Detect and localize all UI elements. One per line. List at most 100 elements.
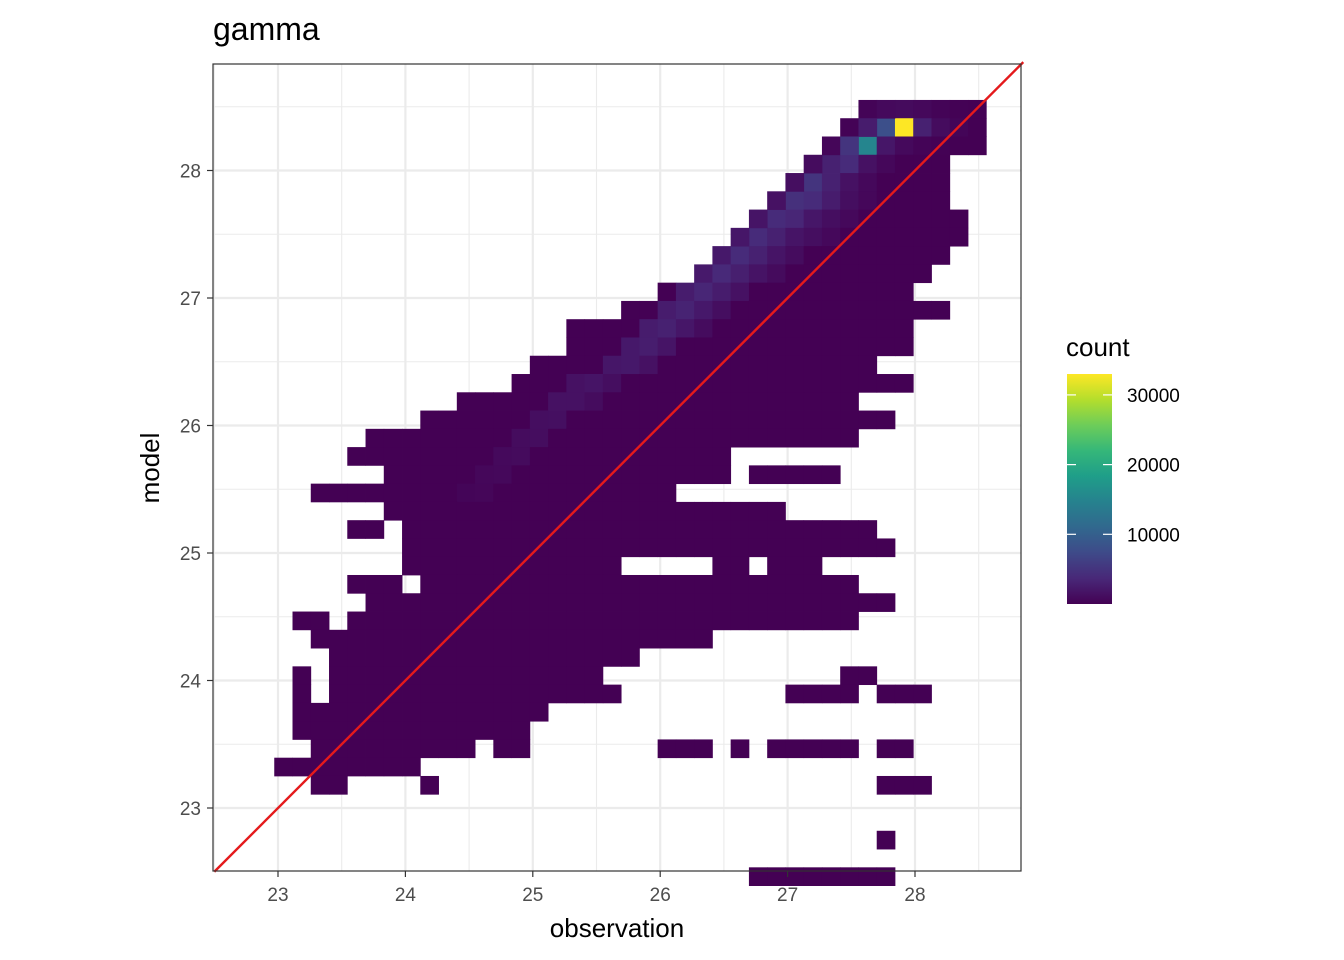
- heatmap-tile: [821, 227, 841, 247]
- heatmap-tile: [858, 319, 878, 338]
- heatmap-tile: [730, 374, 750, 393]
- heatmap-tile: [730, 520, 750, 539]
- heatmap-tile: [694, 447, 713, 466]
- heatmap-tile: [748, 374, 768, 393]
- heatmap-tile: [365, 739, 385, 759]
- heatmap-tile: [767, 465, 786, 485]
- heatmap-tile: [621, 355, 640, 375]
- heatmap-tile: [493, 465, 512, 485]
- heatmap-tile: [475, 629, 494, 649]
- heatmap-tile: [621, 374, 640, 393]
- heatmap-tile: [840, 684, 859, 704]
- heatmap-tile: [548, 465, 567, 485]
- heatmap-tile: [639, 355, 659, 375]
- heatmap-tile: [694, 355, 713, 375]
- heatmap-tile: [529, 428, 549, 448]
- heatmap-tile: [292, 611, 312, 631]
- heatmap-tile: [475, 666, 494, 686]
- heatmap-tile: [438, 739, 458, 759]
- heatmap-tile: [329, 684, 348, 704]
- heatmap-tile: [730, 574, 750, 594]
- heatmap-tile: [748, 465, 768, 485]
- heatmap-tile: [584, 574, 604, 594]
- heatmap-tile: [785, 191, 805, 210]
- heatmap-tile: [438, 447, 458, 466]
- legend-colorbar: [1067, 374, 1112, 604]
- heatmap-tile: [894, 300, 914, 320]
- heatmap-tile: [475, 483, 494, 503]
- heatmap-tile: [529, 447, 549, 466]
- heatmap-tile: [858, 227, 878, 247]
- heatmap-tile: [420, 465, 439, 485]
- heatmap-tile: [712, 264, 732, 284]
- heatmap-tile: [931, 154, 951, 174]
- heatmap-tile: [876, 775, 896, 795]
- heatmap-tile: [511, 702, 531, 722]
- heatmap-tile: [493, 629, 512, 649]
- heatmap-tile: [821, 264, 841, 284]
- heatmap-tile: [767, 227, 786, 247]
- heatmap-tile: [894, 209, 914, 229]
- heatmap-tile: [785, 684, 805, 704]
- heatmap-tile: [420, 538, 439, 558]
- heatmap-tile: [767, 374, 786, 393]
- heatmap-tile: [602, 447, 622, 466]
- heatmap-tile: [402, 648, 421, 667]
- x-tick-label: 26: [650, 885, 671, 906]
- heatmap-tile: [438, 666, 458, 686]
- heatmap-tile: [767, 191, 786, 210]
- heatmap-tile: [767, 209, 786, 229]
- heatmap-tile: [511, 574, 531, 594]
- heatmap-tile: [438, 410, 458, 430]
- panel-border: [212, 63, 1022, 872]
- heatmap-tile: [548, 556, 567, 576]
- heatmap-tile: [493, 556, 512, 576]
- heatmap-tile: [858, 538, 878, 558]
- heatmap-tile: [529, 684, 549, 704]
- heatmap-tile: [584, 337, 604, 357]
- legend-tick-label: 10000: [1127, 525, 1180, 546]
- heatmap-tile: [365, 757, 385, 777]
- heatmap-tile: [347, 757, 366, 777]
- heatmap-tile: [402, 629, 421, 649]
- heatmap-tile: [657, 593, 677, 612]
- heatmap-tile: [821, 684, 841, 704]
- heatmap-tile: [694, 337, 713, 357]
- heatmap-tile: [730, 355, 750, 375]
- heatmap-tile: [785, 465, 805, 485]
- heatmap-tile: [402, 702, 421, 722]
- heatmap-tile: [968, 136, 987, 156]
- heatmap-tile: [712, 447, 732, 466]
- heatmap-tile: [639, 392, 659, 411]
- heatmap-tile: [602, 374, 622, 393]
- heatmap-tile: [694, 574, 713, 594]
- heatmap-tile: [675, 410, 695, 430]
- heatmap-tile: [675, 593, 695, 612]
- heatmap-tile: [803, 739, 823, 759]
- heatmap-tile: [821, 739, 841, 759]
- heatmap-tile: [785, 392, 805, 411]
- heatmap-tile: [748, 246, 768, 265]
- heatmap-tile: [639, 520, 659, 539]
- heatmap-tile: [840, 574, 859, 594]
- heatmap-tile: [712, 374, 732, 393]
- heatmap-tile: [931, 300, 951, 320]
- heatmap-tile: [529, 648, 549, 667]
- heatmap-tile: [712, 392, 732, 411]
- heatmap-tile: [913, 191, 932, 210]
- heatmap-tile: [858, 374, 878, 393]
- heatmap-tile: [365, 428, 385, 448]
- heatmap-tile: [365, 666, 385, 686]
- heatmap-tile: [767, 501, 786, 521]
- heatmap-tile: [584, 666, 604, 686]
- heatmap-tile: [475, 465, 494, 485]
- heatmap-tile: [748, 867, 768, 886]
- heatmap-tile: [803, 611, 823, 631]
- heatmap-tile: [694, 739, 713, 759]
- heatmap-tile: [840, 173, 859, 192]
- heatmap-tile: [365, 629, 385, 649]
- heatmap-tile: [767, 556, 786, 576]
- heatmap-tile: [913, 118, 932, 137]
- heatmap-tile: [876, 867, 896, 886]
- heatmap-tile: [602, 337, 622, 357]
